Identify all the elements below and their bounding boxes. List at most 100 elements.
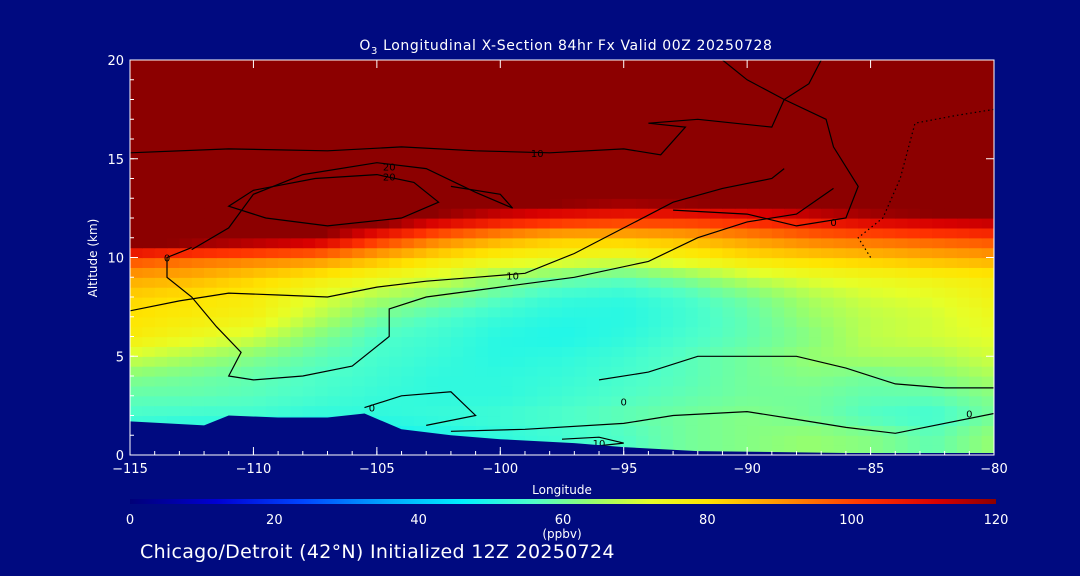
field-cell: [352, 267, 366, 278]
field-cell: [352, 148, 366, 160]
field-cell: [549, 218, 563, 229]
field-cell: [167, 178, 180, 189]
field-cell: [500, 297, 514, 308]
field-cell: [204, 316, 217, 328]
field-cell: [401, 60, 415, 71]
field-cell: [611, 376, 625, 387]
field-cell: [130, 366, 143, 377]
field-cell: [858, 395, 872, 407]
field-cell: [648, 385, 662, 397]
field-cell: [722, 69, 736, 81]
field-cell: [771, 198, 785, 209]
field-cell: [315, 79, 329, 91]
field-cell: [648, 69, 662, 81]
field-cell: [327, 168, 341, 180]
field-cell: [167, 188, 180, 199]
field-cell: [956, 287, 970, 298]
field-cell: [969, 89, 983, 101]
field-cell: [710, 346, 724, 357]
field-cell: [339, 326, 353, 338]
field-cell: [771, 297, 785, 308]
field-cell: [821, 247, 835, 259]
field-cell: [956, 237, 970, 249]
field-cell: [710, 257, 724, 268]
field-cell: [969, 69, 983, 81]
field-cell: [833, 218, 847, 229]
field-cell: [401, 356, 415, 367]
field-cell: [697, 316, 711, 328]
field-cell: [290, 366, 304, 377]
field-cell: [660, 139, 674, 150]
field-cell: [734, 395, 748, 407]
field-cell: [673, 445, 687, 455]
field-cell: [574, 198, 588, 209]
field-cell: [586, 227, 600, 239]
field-cell: [265, 376, 279, 387]
field-cell: [500, 395, 514, 407]
field-cell: [944, 247, 958, 259]
field-cell: [808, 385, 822, 397]
field-cell: [524, 316, 538, 328]
field-cell: [167, 415, 180, 426]
field-cell: [623, 247, 637, 259]
field-cell: [919, 356, 933, 367]
field-cell: [759, 69, 773, 81]
field-cell: [352, 119, 366, 130]
field-cell: [179, 178, 193, 189]
field-cell: [352, 237, 366, 249]
field-cell: [401, 415, 415, 426]
field-cell: [463, 188, 477, 199]
field-cell: [487, 297, 501, 308]
field-cell: [500, 306, 514, 318]
field-cell: [821, 79, 835, 91]
field-cell: [228, 326, 242, 338]
field-cell: [833, 208, 847, 219]
field-cell: [475, 316, 489, 328]
field-cell: [352, 287, 366, 298]
field-cell: [611, 237, 625, 249]
field-cell: [870, 356, 884, 367]
x-tick-label: −110: [236, 462, 272, 477]
field-cell: [747, 415, 761, 426]
field-cell: [216, 69, 230, 81]
field-cell: [833, 356, 847, 367]
field-cell: [759, 178, 773, 189]
field-cell: [216, 168, 230, 180]
field-cell: [191, 188, 205, 199]
field-cell: [315, 257, 329, 268]
field-cell: [759, 119, 773, 130]
field-cell: [747, 237, 761, 249]
field-cell: [537, 316, 551, 328]
field-cell: [142, 257, 156, 268]
field-cell: [537, 267, 551, 278]
field-cell: [673, 79, 687, 91]
field-cell: [796, 405, 810, 417]
field-cell: [537, 306, 551, 318]
field-cell: [500, 267, 514, 278]
field-cell: [228, 129, 242, 140]
field-cell: [438, 366, 452, 377]
field-cell: [524, 257, 538, 268]
field-cell: [710, 139, 724, 150]
field-cell: [673, 188, 687, 199]
field-cell: [475, 69, 489, 81]
field-cell: [808, 188, 822, 199]
field-cell: [265, 326, 279, 338]
field-cell: [747, 89, 761, 101]
field-cell: [944, 119, 958, 130]
field-cell: [302, 336, 316, 347]
field-cell: [685, 79, 699, 91]
field-cell: [191, 297, 205, 308]
field-cell: [784, 109, 798, 120]
field-cell: [870, 336, 884, 347]
field-cell: [932, 366, 946, 377]
field-cell: [438, 208, 452, 219]
field-cell: [784, 168, 798, 180]
field-cell: [524, 158, 538, 170]
field-cell: [290, 237, 304, 249]
field-cell: [722, 129, 736, 140]
field-cell: [191, 306, 205, 318]
field-cell: [339, 158, 353, 170]
field-cell: [352, 385, 366, 397]
field-cell: [524, 425, 538, 436]
